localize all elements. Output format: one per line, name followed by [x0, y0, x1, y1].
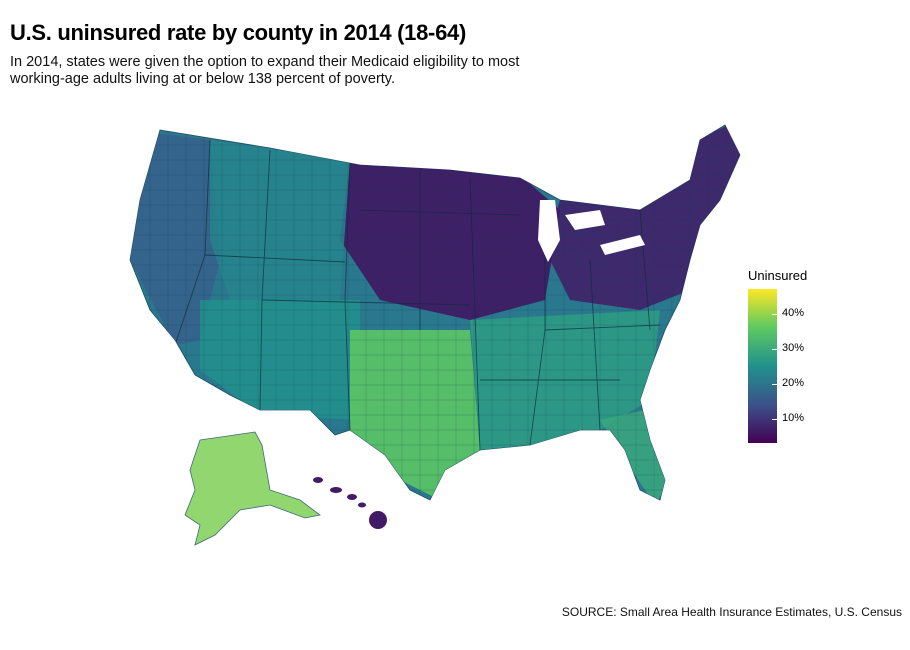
- source-note: SOURCE: Small Area Health Insurance Esti…: [561, 605, 902, 619]
- great-lakes: [538, 200, 645, 262]
- chart-subtitle: In 2014, states were given the option to…: [10, 54, 520, 87]
- florida-region: [600, 410, 670, 500]
- west-coast-region: [130, 130, 220, 345]
- legend-tick-mark: [772, 384, 777, 385]
- hawaii-islands: [313, 477, 387, 529]
- southwest-region: [200, 300, 360, 420]
- legend-tick-label: 30%: [782, 342, 805, 354]
- legend-tick-label: 20%: [782, 377, 805, 389]
- alaska-shape: [184, 431, 321, 546]
- state-borders: [174, 139, 661, 451]
- chart-title: U.S. uninsured rate by county in 2014 (1…: [10, 20, 466, 45]
- legend-tick-mark: [772, 349, 777, 350]
- legend-title: Uninsured: [748, 268, 808, 283]
- legend-tick-mark: [772, 314, 777, 315]
- legend-tick-mark: [772, 419, 777, 420]
- legend-tick-label: 10%: [782, 412, 805, 424]
- legend-tick-label: 40%: [782, 307, 805, 319]
